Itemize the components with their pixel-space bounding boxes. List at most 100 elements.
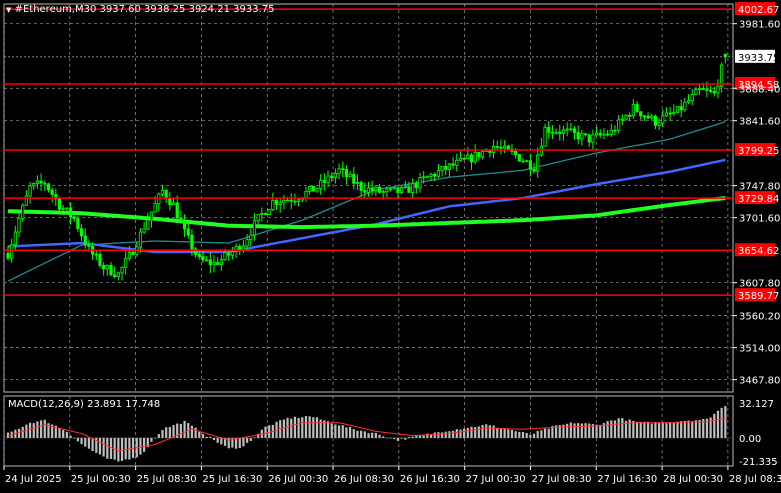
grid xyxy=(3,3,734,467)
macd-histogram-bar xyxy=(143,437,146,452)
time-tick-label: 25 Jul 16:30 xyxy=(202,474,262,485)
candle-body xyxy=(234,246,238,253)
current-price-bg xyxy=(735,49,775,63)
macd-histogram-bar xyxy=(665,423,668,438)
candle-body xyxy=(407,186,411,193)
candle-body xyxy=(252,220,257,236)
candle-body xyxy=(646,115,650,119)
level-label-bg xyxy=(735,243,775,257)
candle-body xyxy=(657,122,661,126)
level-label: 3589.77 xyxy=(738,291,779,302)
macd-histogram-bar xyxy=(639,421,642,438)
candle-body xyxy=(683,101,687,111)
candle-body xyxy=(293,200,297,203)
macd-histogram-bar xyxy=(591,424,594,438)
time-tick-label: 27 Jul 08:30 xyxy=(531,474,591,485)
candle-body xyxy=(28,185,32,197)
candle-body xyxy=(337,168,341,174)
candle-body xyxy=(219,258,223,265)
candle-body xyxy=(282,200,286,204)
macd-histogram-bar xyxy=(337,425,341,438)
candle-body xyxy=(514,150,518,156)
candle-body xyxy=(116,272,120,277)
macd-histogram-bar xyxy=(676,421,679,438)
price-tick-label: 3701.60 xyxy=(739,214,780,225)
candle-body xyxy=(436,170,440,177)
candle-body xyxy=(319,180,323,189)
candle-body xyxy=(381,191,385,193)
candle-body xyxy=(554,131,558,134)
candle-body xyxy=(388,187,393,190)
macd-histogram-bar xyxy=(183,420,186,438)
candle-body xyxy=(697,87,702,91)
candle-body xyxy=(274,200,279,205)
dropdown-arrow-icon[interactable]: ▼ xyxy=(6,6,12,14)
candle-body xyxy=(127,251,131,259)
macd-histogram-bar xyxy=(238,437,241,448)
support-resistance-levels: 4002.67 3894.58 3799.25 3729.84 3654.62 3589.… xyxy=(4,2,779,302)
macd-histogram-bar xyxy=(73,437,76,439)
macd-histogram-bar xyxy=(290,418,293,438)
candle-body xyxy=(580,133,584,140)
candle-body xyxy=(532,168,536,172)
candle-body xyxy=(263,213,268,216)
candle-body xyxy=(76,218,80,230)
candle-body xyxy=(352,173,356,184)
macd-histogram-bar xyxy=(179,423,182,438)
candle-body xyxy=(366,187,371,193)
candle-body xyxy=(131,251,135,256)
macd-histogram-bar xyxy=(452,430,455,438)
moving-average-line xyxy=(7,121,726,282)
candle-body xyxy=(440,165,444,172)
level-label: 4002.67 xyxy=(738,5,779,16)
candle-body xyxy=(635,103,639,113)
macd-histogram-bar xyxy=(463,428,466,438)
candle-body xyxy=(333,172,337,178)
candle-body xyxy=(322,180,326,183)
macd-histogram-bar xyxy=(492,425,495,438)
macd-histogram-bar xyxy=(172,425,175,438)
candle-body xyxy=(723,53,727,58)
price-axis: 3981.60 3888.40 3841.60 3747.80 3701.60 3607.… xyxy=(733,20,780,387)
candle-body xyxy=(120,266,124,274)
time-tick-label: 26 Jul 08:30 xyxy=(334,474,394,485)
macd-histogram-bar xyxy=(389,437,392,439)
level-label-bg xyxy=(735,191,775,205)
macd-histogram-bar xyxy=(264,426,267,438)
candle-body xyxy=(348,173,352,178)
candle-body xyxy=(98,253,102,266)
current-price-label: 3933.75 xyxy=(738,53,779,64)
macd-histogram-bar xyxy=(161,429,164,438)
candle-body xyxy=(480,150,485,158)
macd-histogram-bar xyxy=(488,425,491,438)
candle-body xyxy=(602,133,606,136)
candle-body xyxy=(105,264,109,270)
time-tick-label: 28 Jul 08:30 xyxy=(729,474,781,485)
candle-body xyxy=(583,133,588,136)
macd-histogram-bar xyxy=(293,416,297,438)
candle-body xyxy=(591,134,595,143)
macd-histogram-bar xyxy=(573,423,576,438)
macd-histogram-bar xyxy=(117,437,120,462)
candle-body xyxy=(201,256,205,261)
candle-body xyxy=(87,244,91,247)
macd-histogram-bar xyxy=(198,431,201,438)
macd-histogram-bar xyxy=(551,426,554,438)
macd-histogram-bar xyxy=(444,431,447,438)
macd-histogram-bar xyxy=(301,417,304,438)
candle-body xyxy=(142,228,146,233)
candle-body xyxy=(289,199,293,202)
candle-body xyxy=(422,176,426,179)
candle-body xyxy=(653,115,658,126)
candle-body xyxy=(285,199,290,202)
macd-histogram-bar xyxy=(536,431,539,438)
candle-body xyxy=(197,254,201,258)
candle-body xyxy=(396,187,400,193)
macd-histogram-bar xyxy=(223,437,227,446)
macd-histogram-bar xyxy=(698,419,701,438)
macd-histogram-bar xyxy=(566,423,569,438)
candle-body xyxy=(315,188,319,192)
time-tick-label: 26 Jul 16:30 xyxy=(400,474,460,485)
level-label: 3654.62 xyxy=(738,246,779,257)
